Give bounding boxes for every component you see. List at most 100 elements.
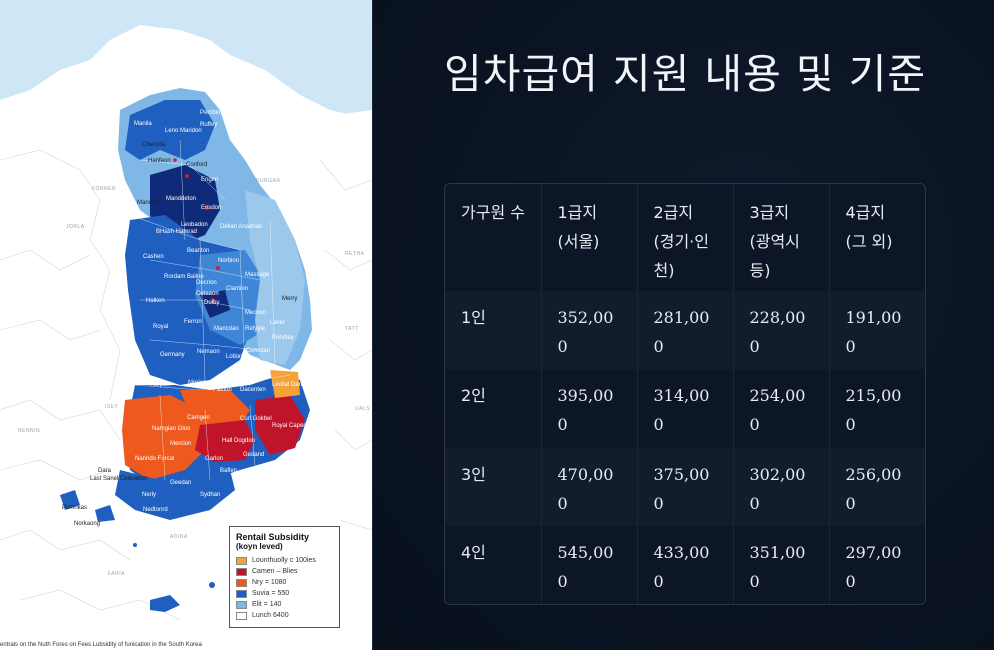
- sea-label: RETHA: [345, 251, 365, 257]
- region-label: Sydhan: [200, 492, 220, 498]
- sea-label: ISEY: [105, 404, 119, 410]
- region-label: Beanton: [187, 248, 209, 254]
- subsidy-map: FORNER CEURGAR JORLA RETHA TATT ISEY UAL…: [0, 0, 372, 650]
- column-header: 가구원 수: [445, 184, 542, 291]
- region-label: Mancdan: [214, 326, 239, 332]
- table-header-row: 가구원 수 1급지 (서울) 2급지 (경기·인천) 3급지 (광역시 등) 4…: [445, 184, 925, 291]
- table-cell: 254,000: [733, 369, 830, 448]
- table-row: 3인 470,000 375,000 302,000 256,000: [445, 447, 925, 526]
- map-caption: entrals on the Nuth Fores on Fees Lubsid…: [0, 642, 202, 648]
- region-label: Morian: [188, 380, 206, 386]
- column-header: 2급지 (경기·인천): [637, 184, 734, 291]
- map-legend: Rentail Subsidity (koyn leved) Lounthuol…: [229, 526, 340, 628]
- row-header-cell: 4인: [445, 525, 542, 604]
- legend-swatch: [236, 589, 247, 598]
- legend-label: Lounthuolly c 100ies: [252, 557, 316, 564]
- region-label: Germany: [160, 352, 185, 358]
- region-label: Norbion: [218, 258, 239, 264]
- legend-item: Nry = 1080: [236, 577, 333, 588]
- region-label: Merry: [282, 296, 297, 302]
- region-label: Meccon: [245, 310, 266, 316]
- region-label: Gedand: [243, 452, 264, 458]
- legend-item: Lunch 6400: [236, 610, 333, 621]
- region-label: Lotlon: [226, 354, 242, 360]
- region-label: Dara: [98, 468, 112, 474]
- sea-label: TATT: [345, 326, 359, 332]
- region-label: Norkaong: [74, 521, 100, 527]
- region-label: Geedan: [170, 480, 191, 486]
- sea-label: FARIA: [108, 571, 125, 577]
- region-label: Laver: [270, 320, 285, 326]
- region-label: Camgen: [187, 415, 210, 421]
- legend-swatch: [236, 556, 247, 565]
- region-label: Baflen: [220, 468, 237, 474]
- table-cell: 470,000: [541, 447, 638, 526]
- table-cell: 545,000: [541, 525, 638, 604]
- region-label: Hanfeon: [148, 158, 171, 164]
- sea-label: NENNIN: [18, 428, 40, 434]
- region-label: Dulby: [204, 300, 219, 306]
- region-label: Hall Dogdon: [222, 438, 255, 444]
- region-label: Pattion: [213, 387, 232, 393]
- table-cell: 375,000: [637, 447, 734, 526]
- region-label: Massage: [245, 272, 270, 278]
- region-label: Nerly: [142, 492, 156, 498]
- region-label: Engen: [201, 177, 218, 183]
- sea-label: CEURGAR: [252, 178, 281, 184]
- table-cell: 395,000: [541, 369, 638, 448]
- legend-item: Elit = 140: [236, 599, 333, 610]
- region-label: Nedtonrd: [143, 507, 168, 513]
- subsidy-table: 가구원 수 1급지 (서울) 2급지 (경기·인천) 3급지 (광역시 등) 4…: [444, 183, 926, 605]
- region-label: Royal Capertinen: [272, 423, 318, 429]
- region-label: Ruffey: [200, 122, 217, 128]
- region-label: Leobadon: [181, 222, 208, 228]
- region-label: Royal: [153, 324, 168, 330]
- region-label: Manila: [134, 121, 152, 127]
- legend-label: Elit = 140: [252, 601, 282, 608]
- region-label: Dacenten: [240, 387, 266, 393]
- table-cell: 215,000: [829, 369, 925, 448]
- legend-subtitle: (koyn leved): [236, 542, 283, 551]
- table-cell: 297,000: [829, 525, 925, 604]
- legend-item: Suvia = 550: [236, 588, 333, 599]
- region-label: Decrion: [196, 280, 217, 286]
- table-row: 1인 352,000 281,000 228,000 191,000: [445, 291, 925, 370]
- legend-item: Lounthuolly c 100ies: [236, 555, 333, 566]
- table-cell: 191,000: [829, 291, 925, 370]
- region-label: Curl Gokbel: [240, 416, 272, 422]
- legend-label: Lunch 6400: [252, 612, 289, 619]
- region-label: Clantion: [226, 286, 248, 292]
- region-label: Cetaaon: [196, 291, 219, 297]
- region-label: Mercion: [170, 441, 191, 447]
- region-label: Comstan: [246, 348, 270, 354]
- region-label: Halken: [146, 298, 165, 304]
- column-header: 1급지 (서울): [541, 184, 638, 291]
- sea-label: UALS: [355, 406, 370, 412]
- region-label: Pondley: [272, 335, 294, 341]
- region-label: Leolial Danhiol: [272, 382, 311, 388]
- region-label: Manddeton: [166, 196, 196, 202]
- legend-item: Camen – Blies: [236, 566, 333, 577]
- legend-swatch: [236, 578, 247, 587]
- subsidy-table-grid: 가구원 수 1급지 (서울) 2급지 (경기·인천) 3급지 (광역시 등) 4…: [445, 184, 925, 604]
- sea-label: FORNER: [92, 186, 116, 192]
- table-cell: 433,000: [637, 525, 734, 604]
- region-label: Cashen: [143, 254, 164, 260]
- region-label: Namgian Gloo: [152, 426, 191, 432]
- region-label: Nanrido Furcal: [135, 456, 174, 462]
- row-header-cell: 3인: [445, 447, 542, 526]
- table-cell: 302,000: [733, 447, 830, 526]
- legend-swatch: [236, 567, 247, 576]
- table-cell: 351,000: [733, 525, 830, 604]
- region-label: Conford: [186, 162, 207, 168]
- region-label: Rordam Baline: [164, 274, 204, 280]
- legend-label: Camen – Blies: [252, 568, 298, 575]
- region-label: Ensdon: [201, 205, 221, 211]
- table-cell: 352,000: [541, 291, 638, 370]
- table-cell: 256,000: [829, 447, 925, 526]
- region-label: Nemaon: [197, 349, 220, 355]
- legend-title: Rentail Subsidity: [236, 532, 310, 542]
- legend-swatch: [236, 600, 247, 609]
- row-header-cell: 1인: [445, 291, 542, 370]
